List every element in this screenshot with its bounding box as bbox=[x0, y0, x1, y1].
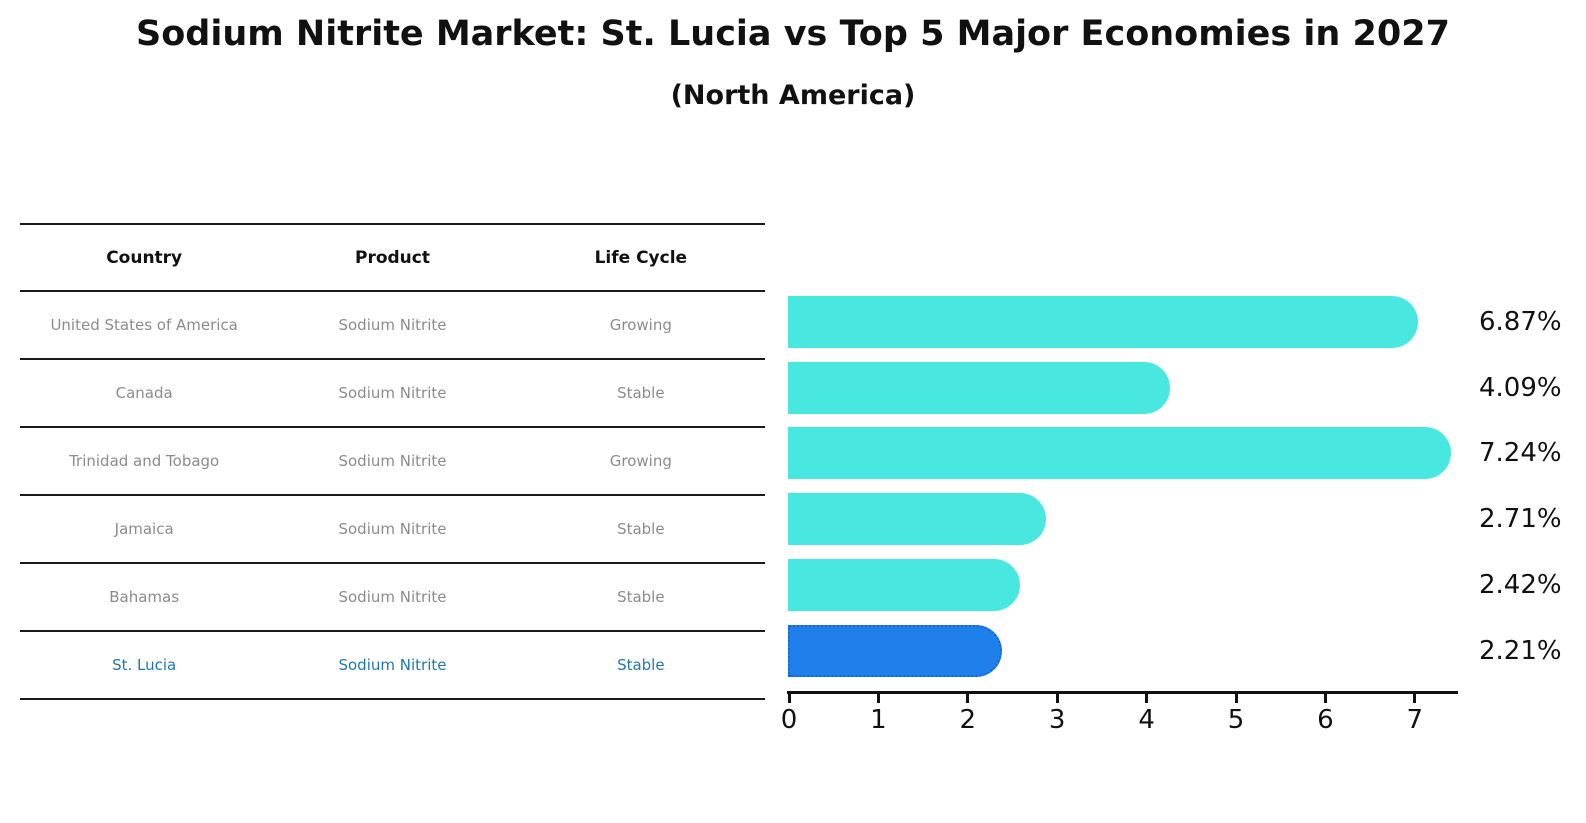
x-axis-tick bbox=[1055, 691, 1059, 703]
life-cycle-cell: Growing bbox=[609, 316, 672, 334]
bar-jamaica bbox=[788, 493, 1047, 545]
value-label-bahamas: 2.42% bbox=[1479, 570, 1562, 600]
x-axis-tick bbox=[1413, 691, 1417, 703]
table-row-united-states-of-america: United States of America Sodium Nitrite … bbox=[20, 292, 765, 360]
bar-united-states-of-america bbox=[788, 296, 1419, 348]
x-axis-tick bbox=[787, 691, 791, 703]
column-header-product: Product bbox=[354, 247, 430, 268]
x-axis-tick-label: 6 bbox=[1317, 705, 1334, 735]
bar-trinidad-and-tobago bbox=[788, 427, 1452, 479]
value-label-trinidad-and-tobago: 7.24% bbox=[1479, 438, 1562, 468]
table-row-trinidad-and-tobago: Trinidad and Tobago Sodium Nitrite Growi… bbox=[20, 428, 765, 496]
column-header-life-cycle: Life Cycle bbox=[594, 247, 688, 268]
country-cell: Canada bbox=[115, 384, 173, 402]
bar-canada bbox=[788, 362, 1170, 414]
x-axis-tick-label: 7 bbox=[1406, 705, 1424, 735]
value-label-united-states-of-america: 6.87% bbox=[1479, 307, 1562, 337]
x-axis-tick bbox=[876, 691, 880, 703]
x-axis-tick bbox=[966, 691, 970, 703]
product-cell: Sodium Nitrite bbox=[338, 316, 447, 334]
x-axis-tick-label: 1 bbox=[870, 705, 887, 735]
bar-st-lucia bbox=[788, 625, 1002, 677]
x-axis-tick-label: 0 bbox=[780, 705, 798, 735]
life-cycle-cell: Stable bbox=[617, 656, 665, 674]
life-cycle-cell: Stable bbox=[617, 384, 665, 402]
table-row-jamaica: Jamaica Sodium Nitrite Stable bbox=[20, 496, 765, 564]
product-cell: Sodium Nitrite bbox=[338, 656, 447, 674]
life-cycle-cell: Growing bbox=[609, 452, 672, 470]
x-axis-tick bbox=[1234, 691, 1238, 703]
x-axis-tick-label: 4 bbox=[1138, 705, 1155, 735]
table-header-row: Country Product Life Cycle bbox=[20, 225, 765, 292]
product-cell: Sodium Nitrite bbox=[338, 520, 447, 538]
country-cell: United States of America bbox=[50, 316, 238, 334]
chart-title: Sodium Nitrite Market: St. Lucia vs Top … bbox=[136, 14, 1450, 54]
life-cycle-cell: Stable bbox=[617, 520, 665, 538]
life-cycle-cell: Stable bbox=[617, 588, 665, 606]
country-table: Country Product Life Cycle United States… bbox=[20, 223, 765, 700]
x-axis-tick bbox=[1145, 691, 1149, 703]
product-cell: Sodium Nitrite bbox=[338, 588, 447, 606]
product-cell: Sodium Nitrite bbox=[338, 452, 447, 470]
x-axis-tick-label: 3 bbox=[1048, 705, 1066, 735]
chart-subtitle: (North America) bbox=[670, 80, 916, 111]
value-label-canada: 4.09% bbox=[1479, 373, 1562, 403]
value-label-jamaica: 2.71% bbox=[1479, 504, 1562, 534]
table-row-bahamas: Bahamas Sodium Nitrite Stable bbox=[20, 564, 765, 632]
country-cell: St. Lucia bbox=[112, 656, 177, 674]
x-axis-tick-label: 5 bbox=[1227, 705, 1245, 735]
table-row-st-lucia: St. Lucia Sodium Nitrite Stable bbox=[20, 632, 765, 700]
country-cell: Bahamas bbox=[109, 588, 180, 606]
x-axis-tick-label: 2 bbox=[959, 705, 977, 735]
x-axis-tick bbox=[1323, 691, 1327, 703]
value-label-st-lucia: 2.21% bbox=[1479, 636, 1562, 666]
x-axis-line bbox=[787, 691, 1458, 694]
country-cell: Trinidad and Tobago bbox=[69, 452, 220, 470]
product-cell: Sodium Nitrite bbox=[338, 384, 447, 402]
table-row-canada: Canada Sodium Nitrite Stable bbox=[20, 360, 765, 428]
column-header-country: Country bbox=[106, 247, 183, 268]
bar-bahamas bbox=[788, 559, 1021, 611]
country-cell: Jamaica bbox=[114, 520, 174, 538]
